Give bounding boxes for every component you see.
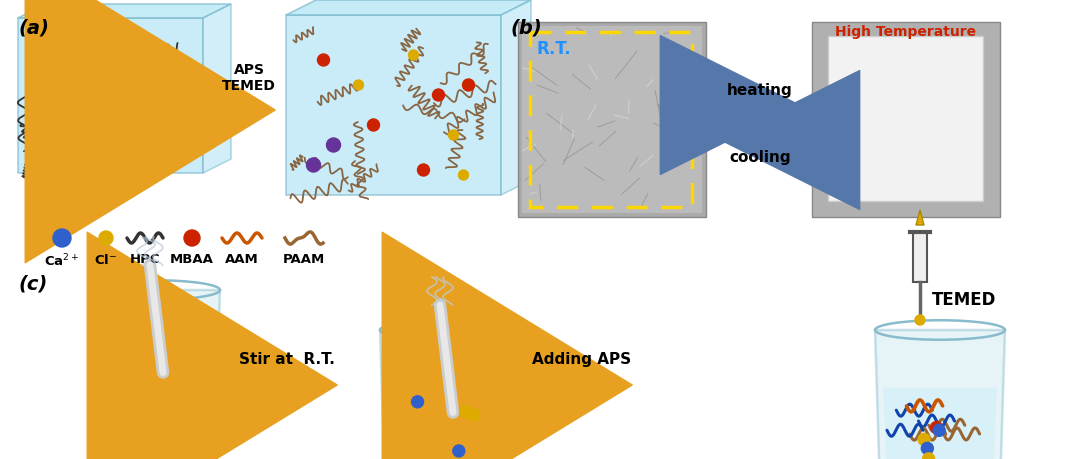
Text: R.T.: R.T. xyxy=(536,40,570,58)
Bar xyxy=(913,232,927,282)
Polygon shape xyxy=(501,0,531,195)
Circle shape xyxy=(51,135,60,146)
Circle shape xyxy=(459,170,469,180)
Text: High Temperature: High Temperature xyxy=(836,25,976,39)
Circle shape xyxy=(326,138,340,152)
Circle shape xyxy=(161,130,171,140)
Circle shape xyxy=(462,79,474,91)
Circle shape xyxy=(53,229,71,247)
Polygon shape xyxy=(286,0,531,15)
Polygon shape xyxy=(18,4,231,18)
Circle shape xyxy=(411,396,423,408)
Circle shape xyxy=(99,231,113,245)
Text: (c): (c) xyxy=(18,275,48,294)
FancyBboxPatch shape xyxy=(518,22,706,217)
Circle shape xyxy=(432,89,445,101)
Circle shape xyxy=(123,149,137,162)
Circle shape xyxy=(165,156,175,166)
Circle shape xyxy=(453,445,464,457)
Bar xyxy=(522,26,702,213)
Polygon shape xyxy=(90,290,220,455)
Circle shape xyxy=(44,60,56,72)
Polygon shape xyxy=(916,210,924,225)
Text: Ca$^{2+}$: Ca$^{2+}$ xyxy=(44,253,80,269)
Circle shape xyxy=(468,409,480,421)
Text: Adding APS: Adding APS xyxy=(532,352,632,367)
Circle shape xyxy=(353,80,364,90)
Polygon shape xyxy=(98,348,212,453)
Circle shape xyxy=(933,424,945,437)
Circle shape xyxy=(95,119,107,131)
Text: AAM: AAM xyxy=(225,253,259,266)
Circle shape xyxy=(921,442,933,454)
Circle shape xyxy=(459,406,472,418)
Bar xyxy=(530,32,692,207)
Circle shape xyxy=(184,230,200,246)
Circle shape xyxy=(922,453,934,459)
Circle shape xyxy=(175,79,187,91)
Circle shape xyxy=(418,164,430,176)
Circle shape xyxy=(135,56,146,66)
Polygon shape xyxy=(286,15,501,195)
Circle shape xyxy=(318,54,329,66)
FancyBboxPatch shape xyxy=(812,22,1000,217)
Text: cooling: cooling xyxy=(729,150,791,165)
Circle shape xyxy=(367,119,379,131)
Text: (a): (a) xyxy=(18,18,49,37)
Circle shape xyxy=(73,78,87,93)
Text: heating: heating xyxy=(727,83,793,98)
Circle shape xyxy=(408,50,419,60)
Polygon shape xyxy=(883,388,997,459)
Circle shape xyxy=(448,130,459,140)
Polygon shape xyxy=(18,18,203,173)
Circle shape xyxy=(307,158,321,172)
Circle shape xyxy=(915,315,924,325)
Polygon shape xyxy=(875,330,1005,459)
Polygon shape xyxy=(388,388,502,459)
Circle shape xyxy=(918,433,930,445)
Text: HPC: HPC xyxy=(130,253,160,266)
Text: MBAA: MBAA xyxy=(170,253,214,266)
Text: (b): (b) xyxy=(510,18,542,37)
Text: Cl$^{-}$: Cl$^{-}$ xyxy=(94,253,118,267)
Ellipse shape xyxy=(95,448,215,459)
Text: TEMED: TEMED xyxy=(932,291,997,309)
Bar xyxy=(828,36,983,201)
Polygon shape xyxy=(380,330,510,459)
Text: Stir at  R.T.: Stir at R.T. xyxy=(239,352,335,367)
Polygon shape xyxy=(203,4,231,173)
Text: APS
TEMED: APS TEMED xyxy=(222,63,275,93)
Text: PAAM: PAAM xyxy=(283,253,325,266)
Circle shape xyxy=(931,421,943,434)
